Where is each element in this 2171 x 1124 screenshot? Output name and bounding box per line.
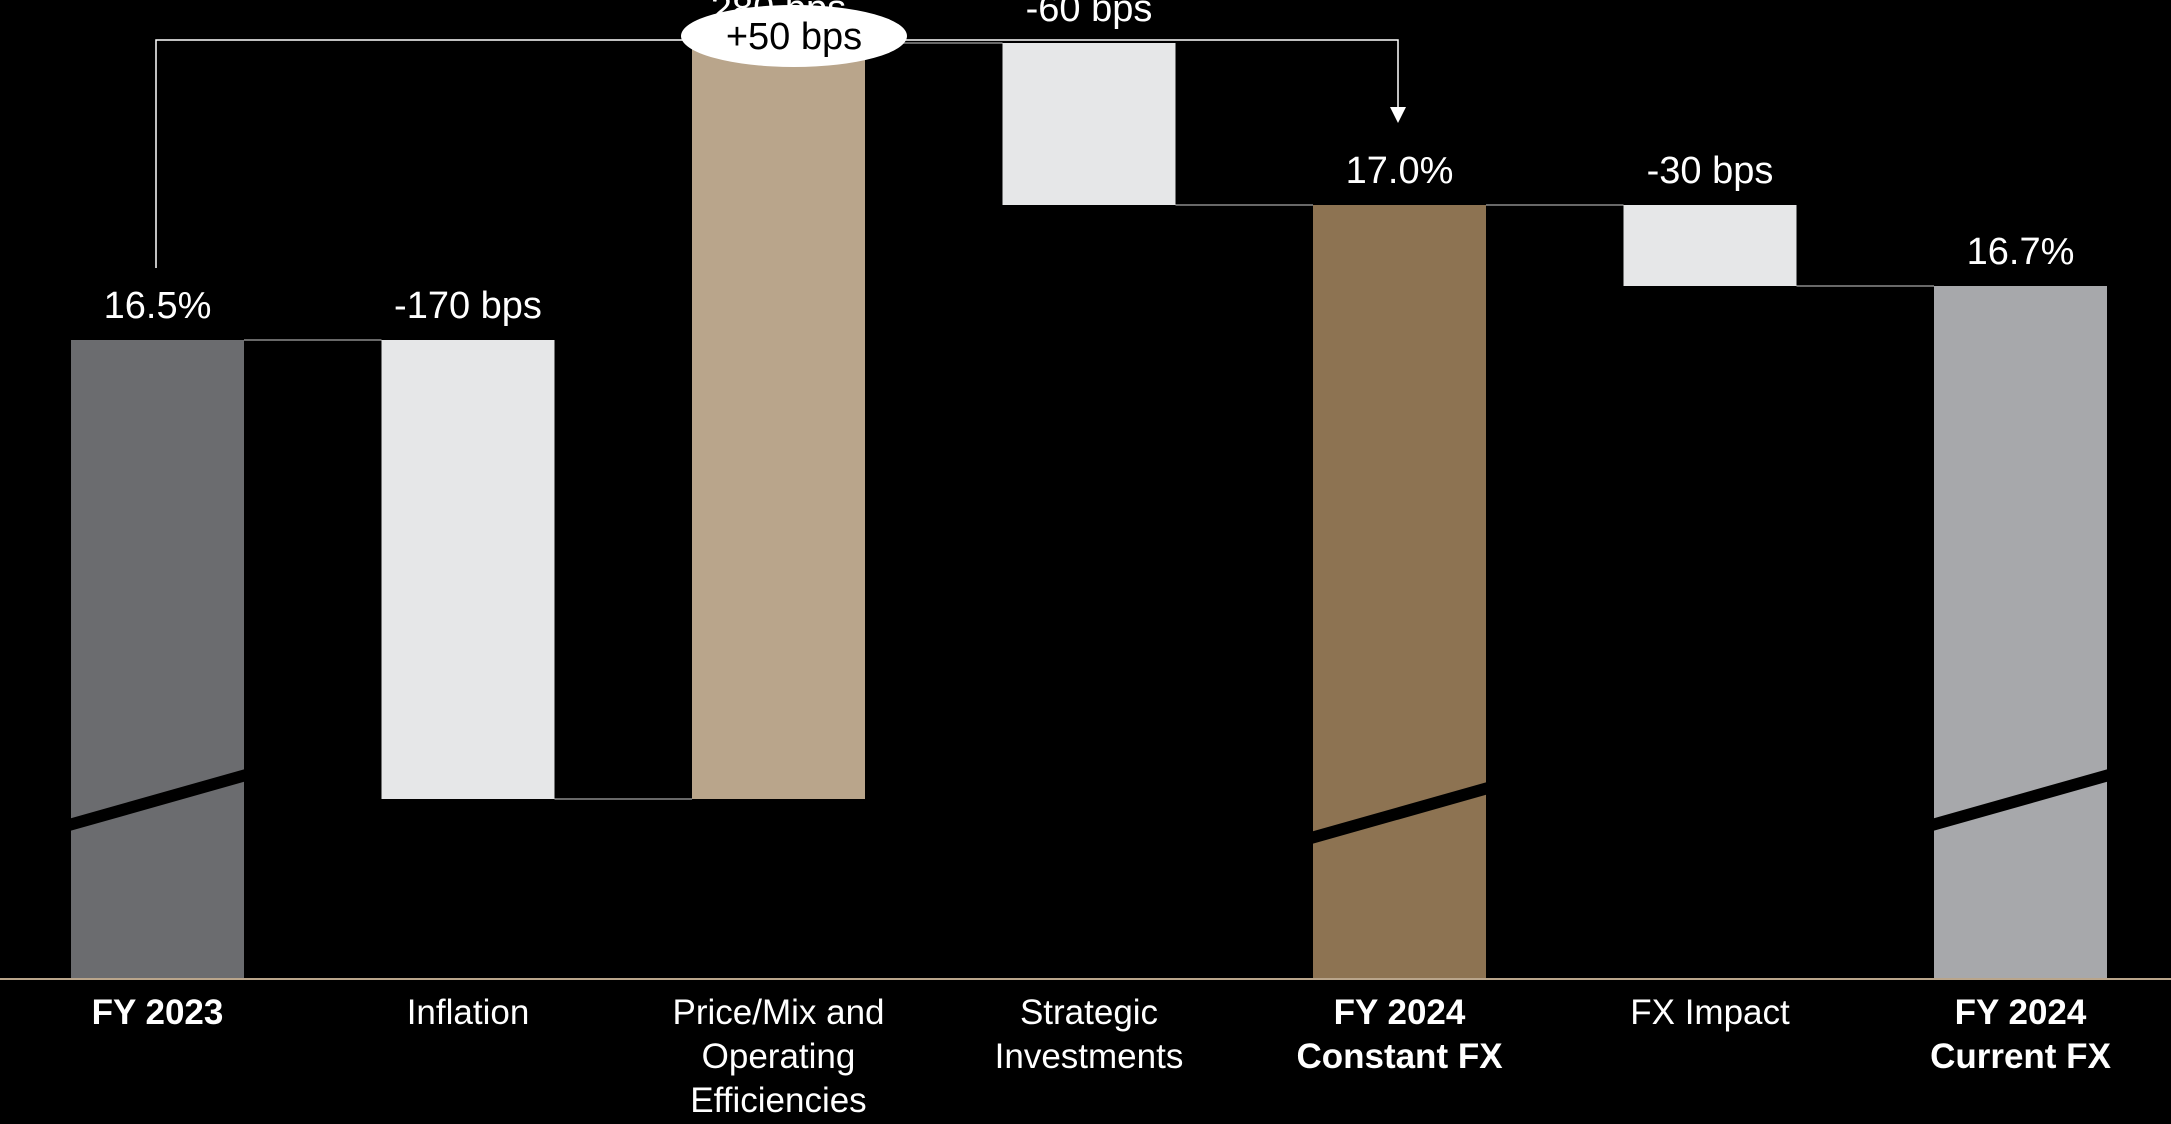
category-label-price-mix-and-operating-efficiencies: Price/Mix and Operating Efficiencies — [672, 993, 884, 1120]
category-label-inflation: Inflation — [407, 993, 530, 1032]
bar-fy-2023 — [71, 340, 244, 979]
category-label-line: Investments — [995, 1037, 1184, 1076]
value-label-fy-2023: 16.5% — [104, 285, 212, 327]
change-bracket: +50 bps — [155, 5, 1406, 268]
category-label-line: Operating — [702, 1037, 856, 1076]
category-label-fy-2024-current-fx: FY 2024 Current FX — [1930, 993, 2112, 1076]
bar-fy-2024-current-fx — [1934, 286, 2107, 979]
bar-strategic-investments — [1002, 43, 1176, 205]
category-label-line: FY 2024 — [1955, 993, 2087, 1032]
category-label-strategic-investments: Strategic Investments — [995, 993, 1184, 1076]
bracket-arrowhead — [1390, 107, 1406, 123]
category-labels: FY 2023 Inflation Price/Mix and Operating Ef… — [92, 993, 2112, 1120]
axis-break-fy-2023 — [67, 769, 248, 831]
bars — [71, 43, 2107, 979]
value-label-fx-impact: -30 bps — [1647, 150, 1774, 192]
bar-inflation — [381, 340, 555, 799]
value-label-fy-2024-constant-fx: 17.0% — [1346, 150, 1454, 192]
bar-fx-impact — [1623, 205, 1797, 286]
bar-price-mix-and-operating-efficiencies — [692, 43, 865, 799]
bar-fy-2024-constant-fx — [1313, 205, 1486, 979]
category-label-line: FX Impact — [1630, 993, 1790, 1032]
value-label-strategic-investments: -60 bps — [1026, 0, 1153, 30]
category-label-fy-2023: FY 2023 — [92, 993, 224, 1032]
category-label-line: Efficiencies — [690, 1081, 866, 1120]
axis-breaks — [67, 769, 2111, 844]
category-label-fy-2024-constant-fx: FY 2024 Constant FX — [1296, 993, 1503, 1076]
category-label-line: FY 2023 — [92, 993, 224, 1032]
bracket-label: +50 bps — [726, 16, 862, 58]
category-label-line: Price/Mix and — [672, 993, 884, 1032]
bracket-label-bubble — [681, 5, 907, 67]
category-label-line: Constant FX — [1296, 1037, 1503, 1076]
category-label-line: FY 2024 — [1334, 993, 1466, 1032]
category-label-fx-impact: FX Impact — [1630, 993, 1790, 1032]
category-label-line: Strategic — [1020, 993, 1158, 1032]
value-label-fy-2024-current-fx: 16.7% — [1967, 231, 2075, 273]
axis-break-fy-2024-constant-fx — [1309, 782, 1490, 844]
value-label-inflation: -170 bps — [394, 285, 542, 327]
category-label-line: Current FX — [1930, 1037, 2112, 1076]
axis-break-fy-2024-current-fx — [1930, 769, 2111, 831]
category-label-line: Inflation — [407, 993, 530, 1032]
